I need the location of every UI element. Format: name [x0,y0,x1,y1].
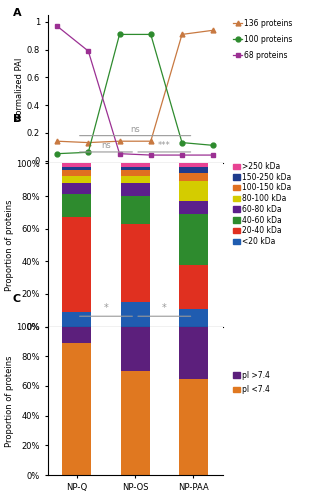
Bar [179,264,208,308]
Legend: 136 proteins, 100 proteins, 68 proteins: 136 proteins, 100 proteins, 68 proteins [230,16,296,62]
Bar [179,166,208,173]
68 proteins [55,23,59,29]
Bar [62,218,92,312]
Bar [121,371,150,475]
Bar [179,164,208,166]
Bar [62,164,92,166]
Bar [62,176,92,183]
Line: 68 proteins: 68 proteins [55,24,216,158]
136 proteins [86,140,90,145]
100 proteins [211,142,215,148]
Text: A: A [13,8,21,18]
68 proteins [118,150,121,156]
Text: ns: ns [130,191,140,200]
Bar [62,166,92,170]
Line: 136 proteins: 136 proteins [55,28,216,145]
Y-axis label: Proportion of proteins: Proportion of proteins [4,199,14,291]
100 proteins [86,150,90,156]
Bar [62,183,92,194]
Bar [121,183,150,196]
Bar [121,224,150,302]
Bar [179,308,208,326]
Bar [179,182,208,201]
100 proteins [118,32,121,38]
136 proteins [118,138,121,144]
Bar [62,343,92,475]
100 proteins [180,140,184,145]
Bar [121,302,150,326]
136 proteins [149,138,153,144]
Bar [121,176,150,183]
Text: B: B [13,114,21,124]
68 proteins [211,152,215,158]
Text: *: * [104,304,108,314]
Text: *: * [162,304,167,314]
68 proteins [180,152,184,158]
68 proteins [86,48,90,54]
136 proteins [180,32,184,38]
Text: ****: **** [127,356,144,365]
Legend: >250 kDa, 150-250 kDa, 100-150 kDa, 80-100 kDa, 60-80 kDa, 40-60 kDa, 20-40 kDa,: >250 kDa, 150-250 kDa, 100-150 kDa, 80-1… [230,159,294,249]
Text: ns: ns [130,125,140,134]
Bar [121,196,150,224]
Line: 100 proteins: 100 proteins [55,32,216,156]
Bar [121,164,150,166]
Bar [121,170,150,176]
Y-axis label: Proportion of proteins: Proportion of proteins [4,355,14,446]
Bar [179,173,208,182]
Bar [179,214,208,264]
Bar [179,201,208,214]
Bar [62,326,92,343]
Bar [121,326,150,371]
Bar [121,166,150,170]
Bar [179,326,208,378]
Bar [62,170,92,176]
68 proteins [149,152,153,158]
Bar [62,312,92,326]
Bar [179,378,208,475]
100 proteins [55,150,59,156]
Text: C: C [13,294,21,304]
Text: ns: ns [101,142,111,150]
136 proteins [55,138,59,144]
Text: ***: *** [158,142,171,150]
Y-axis label: Normalized PAI: Normalized PAI [15,58,24,121]
Bar [62,194,92,218]
136 proteins [211,28,215,34]
Legend: pI >7.4, pI <7.4: pI >7.4, pI <7.4 [230,368,273,397]
100 proteins [149,32,153,38]
